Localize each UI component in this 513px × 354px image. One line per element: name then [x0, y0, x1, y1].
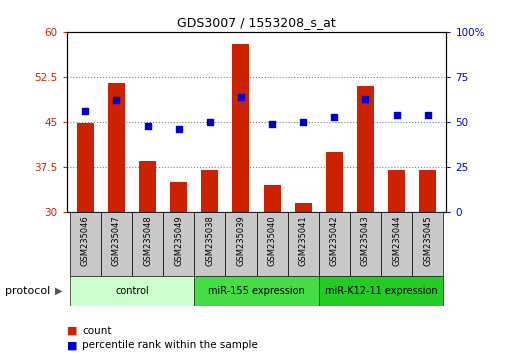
FancyBboxPatch shape	[256, 212, 288, 276]
Text: GSM235040: GSM235040	[268, 216, 277, 266]
Point	[112, 98, 121, 103]
Bar	[326, 152, 343, 212]
Point	[206, 119, 214, 125]
FancyBboxPatch shape	[288, 212, 319, 276]
Point	[237, 94, 245, 100]
Bar	[264, 185, 281, 212]
Text: GSM235049: GSM235049	[174, 216, 183, 266]
FancyBboxPatch shape	[381, 212, 412, 276]
FancyBboxPatch shape	[225, 212, 256, 276]
Point	[424, 112, 432, 118]
Text: GSM235043: GSM235043	[361, 216, 370, 266]
Point	[361, 96, 369, 102]
Text: GSM235042: GSM235042	[330, 216, 339, 266]
Text: count: count	[82, 326, 112, 336]
Text: GSM235038: GSM235038	[205, 216, 214, 267]
Point	[299, 119, 307, 125]
Text: ■: ■	[67, 340, 77, 350]
Text: GSM235046: GSM235046	[81, 216, 90, 266]
Text: control: control	[115, 286, 149, 296]
Bar	[357, 86, 374, 212]
FancyBboxPatch shape	[194, 276, 319, 306]
Bar	[139, 161, 156, 212]
Point	[81, 108, 89, 114]
Text: GSM235047: GSM235047	[112, 216, 121, 266]
Bar	[388, 170, 405, 212]
Point	[268, 121, 276, 127]
FancyBboxPatch shape	[70, 212, 101, 276]
FancyBboxPatch shape	[163, 212, 194, 276]
Text: GSM235045: GSM235045	[423, 216, 432, 266]
FancyBboxPatch shape	[132, 212, 163, 276]
FancyBboxPatch shape	[194, 212, 225, 276]
Bar	[232, 44, 249, 212]
Point	[144, 123, 152, 129]
FancyBboxPatch shape	[319, 212, 350, 276]
Bar	[170, 182, 187, 212]
Text: GSM235039: GSM235039	[236, 216, 245, 266]
Point	[330, 114, 339, 120]
Text: protocol: protocol	[5, 286, 50, 296]
Point	[392, 112, 401, 118]
Text: GSM235048: GSM235048	[143, 216, 152, 266]
Bar	[77, 123, 94, 212]
Text: GDS3007 / 1553208_s_at: GDS3007 / 1553208_s_at	[177, 16, 336, 29]
FancyBboxPatch shape	[101, 212, 132, 276]
Point	[174, 126, 183, 132]
Text: GSM235041: GSM235041	[299, 216, 308, 266]
Text: ■: ■	[67, 326, 77, 336]
FancyBboxPatch shape	[70, 276, 194, 306]
Bar	[108, 83, 125, 212]
FancyBboxPatch shape	[412, 212, 443, 276]
Text: percentile rank within the sample: percentile rank within the sample	[82, 340, 258, 350]
Bar	[419, 170, 436, 212]
Text: miR-155 expression: miR-155 expression	[208, 286, 305, 296]
Text: miR-K12-11 expression: miR-K12-11 expression	[325, 286, 437, 296]
Bar	[294, 203, 312, 212]
Bar	[201, 170, 219, 212]
Text: GSM235044: GSM235044	[392, 216, 401, 266]
FancyBboxPatch shape	[350, 212, 381, 276]
Text: ▶: ▶	[55, 286, 63, 296]
FancyBboxPatch shape	[319, 276, 443, 306]
